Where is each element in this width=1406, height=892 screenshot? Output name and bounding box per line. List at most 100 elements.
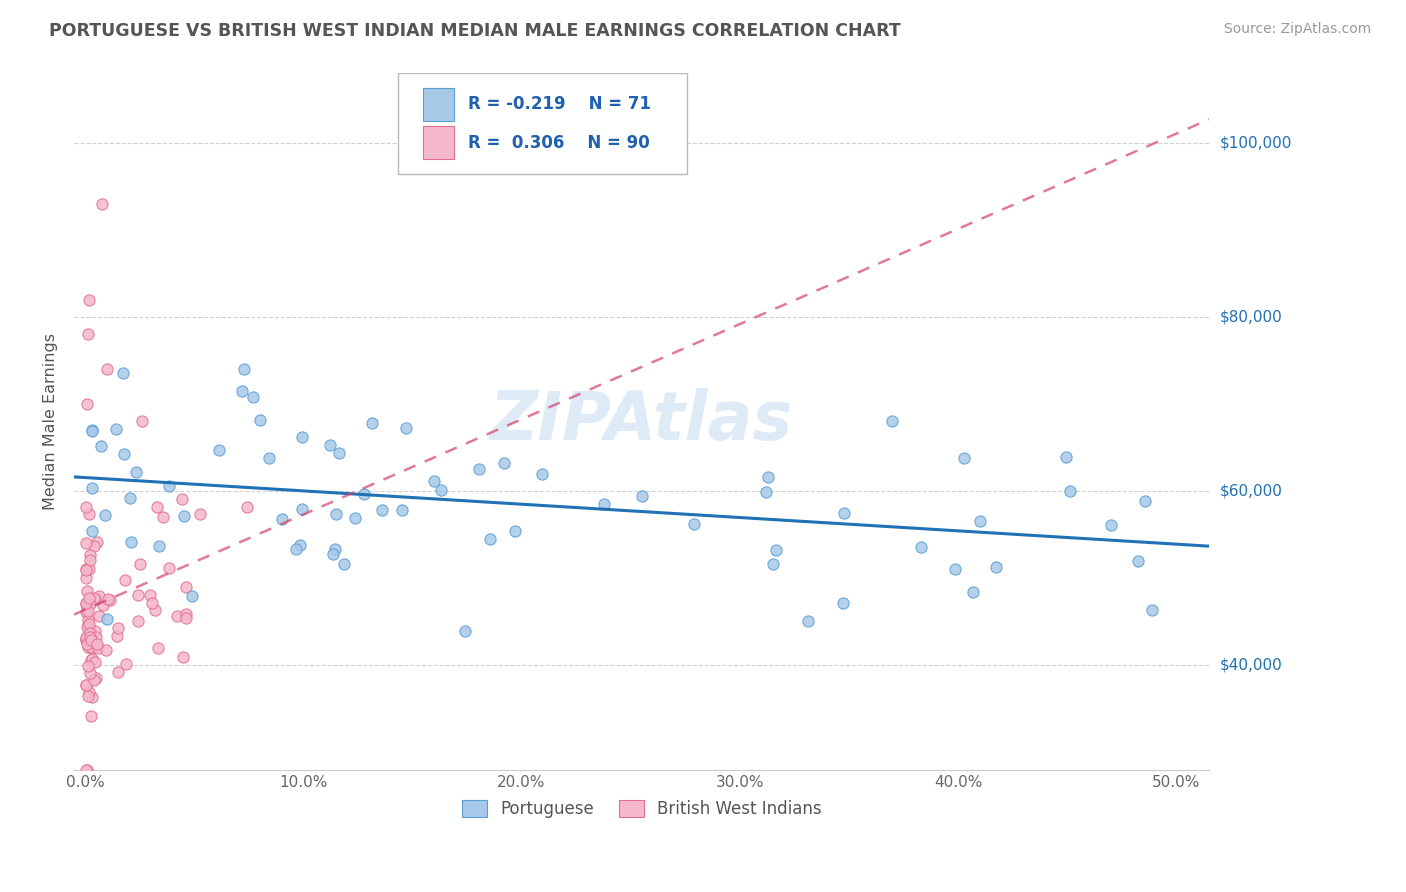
Point (97, 592, 120, 607)
Point (127, 588, 149, 602)
Point (79, 553, 101, 567)
Point (105, 422, 128, 436)
Point (146, 500, 169, 514)
Text: $80,000: $80,000 (1220, 310, 1282, 325)
Point (765, 543, 787, 558)
Point (77, 327, 100, 342)
Point (880, 414, 903, 428)
Point (797, 614, 820, 628)
Point (127, 615, 149, 629)
Point (75, 596, 97, 610)
Point (86, 535, 108, 549)
Point (91, 598, 114, 612)
Point (236, 500, 259, 515)
Point (353, 487, 375, 501)
FancyBboxPatch shape (398, 73, 688, 174)
Point (344, 510, 367, 524)
Point (494, 456, 516, 470)
Point (94, 508, 117, 523)
Point (152, 510, 174, 524)
Point (75, 605, 97, 619)
Point (105, 629, 128, 643)
Point (503, 524, 526, 539)
Point (77, 684, 100, 698)
Point (80, 481, 103, 495)
Point (114, 573, 136, 587)
Point (90, 196, 112, 211)
Point (79, 598, 101, 612)
Point (1054, 450, 1077, 464)
Point (291, 501, 314, 516)
Point (80, 653, 103, 667)
Point (953, 451, 976, 466)
Point (166, 608, 188, 623)
Point (148, 641, 170, 656)
Point (756, 469, 779, 483)
Point (454, 624, 477, 638)
FancyBboxPatch shape (423, 87, 454, 121)
Point (80, 423, 103, 437)
Point (832, 596, 855, 610)
Point (120, 491, 142, 505)
Point (1135, 493, 1157, 508)
Text: R = -0.219    N = 71: R = -0.219 N = 71 (468, 95, 651, 113)
Point (322, 547, 344, 561)
Point (170, 491, 193, 506)
Point (75, 500, 97, 514)
Point (395, 420, 418, 434)
Point (111, 367, 134, 381)
Point (84, 592, 107, 607)
Point (96, 612, 118, 626)
Point (80, 690, 103, 704)
Point (943, 562, 966, 576)
Point (75, 630, 97, 644)
Point (371, 503, 394, 517)
Point (143, 603, 166, 617)
Point (242, 390, 264, 404)
Point (172, 649, 194, 664)
Point (79, 508, 101, 522)
Point (323, 541, 346, 556)
Point (75, 562, 97, 576)
Point (77, 562, 100, 576)
Point (120, 535, 142, 549)
Point (531, 467, 554, 481)
Point (138, 588, 160, 602)
Point (75, 563, 97, 577)
Point (76, 617, 98, 632)
Point (478, 532, 501, 546)
Point (76, 637, 98, 651)
Point (77, 604, 100, 618)
Point (77, 616, 100, 631)
Point (962, 584, 984, 599)
Point (593, 498, 616, 512)
Point (76, 620, 98, 634)
Point (77, 632, 100, 646)
Point (124, 465, 146, 479)
Point (75, 632, 97, 647)
Text: ZIPAtlas: ZIPAtlas (491, 389, 793, 455)
Point (83, 591, 105, 606)
Point (80, 640, 103, 655)
Point (631, 489, 654, 503)
Point (77, 591, 100, 605)
Point (112, 447, 135, 461)
Point (79, 630, 101, 644)
Point (832, 506, 855, 520)
Text: R =  0.306    N = 90: R = 0.306 N = 90 (468, 134, 650, 152)
Point (86, 630, 108, 644)
Point (271, 512, 294, 526)
Point (291, 430, 314, 444)
Point (188, 507, 211, 521)
Point (83, 673, 105, 687)
Point (755, 485, 778, 500)
Point (325, 507, 347, 521)
Point (114, 657, 136, 672)
Point (157, 561, 180, 575)
Text: $100,000: $100,000 (1220, 136, 1292, 150)
Point (284, 541, 307, 556)
Point (76, 763, 98, 777)
Point (80, 424, 103, 438)
FancyBboxPatch shape (423, 126, 454, 160)
Point (231, 384, 253, 398)
